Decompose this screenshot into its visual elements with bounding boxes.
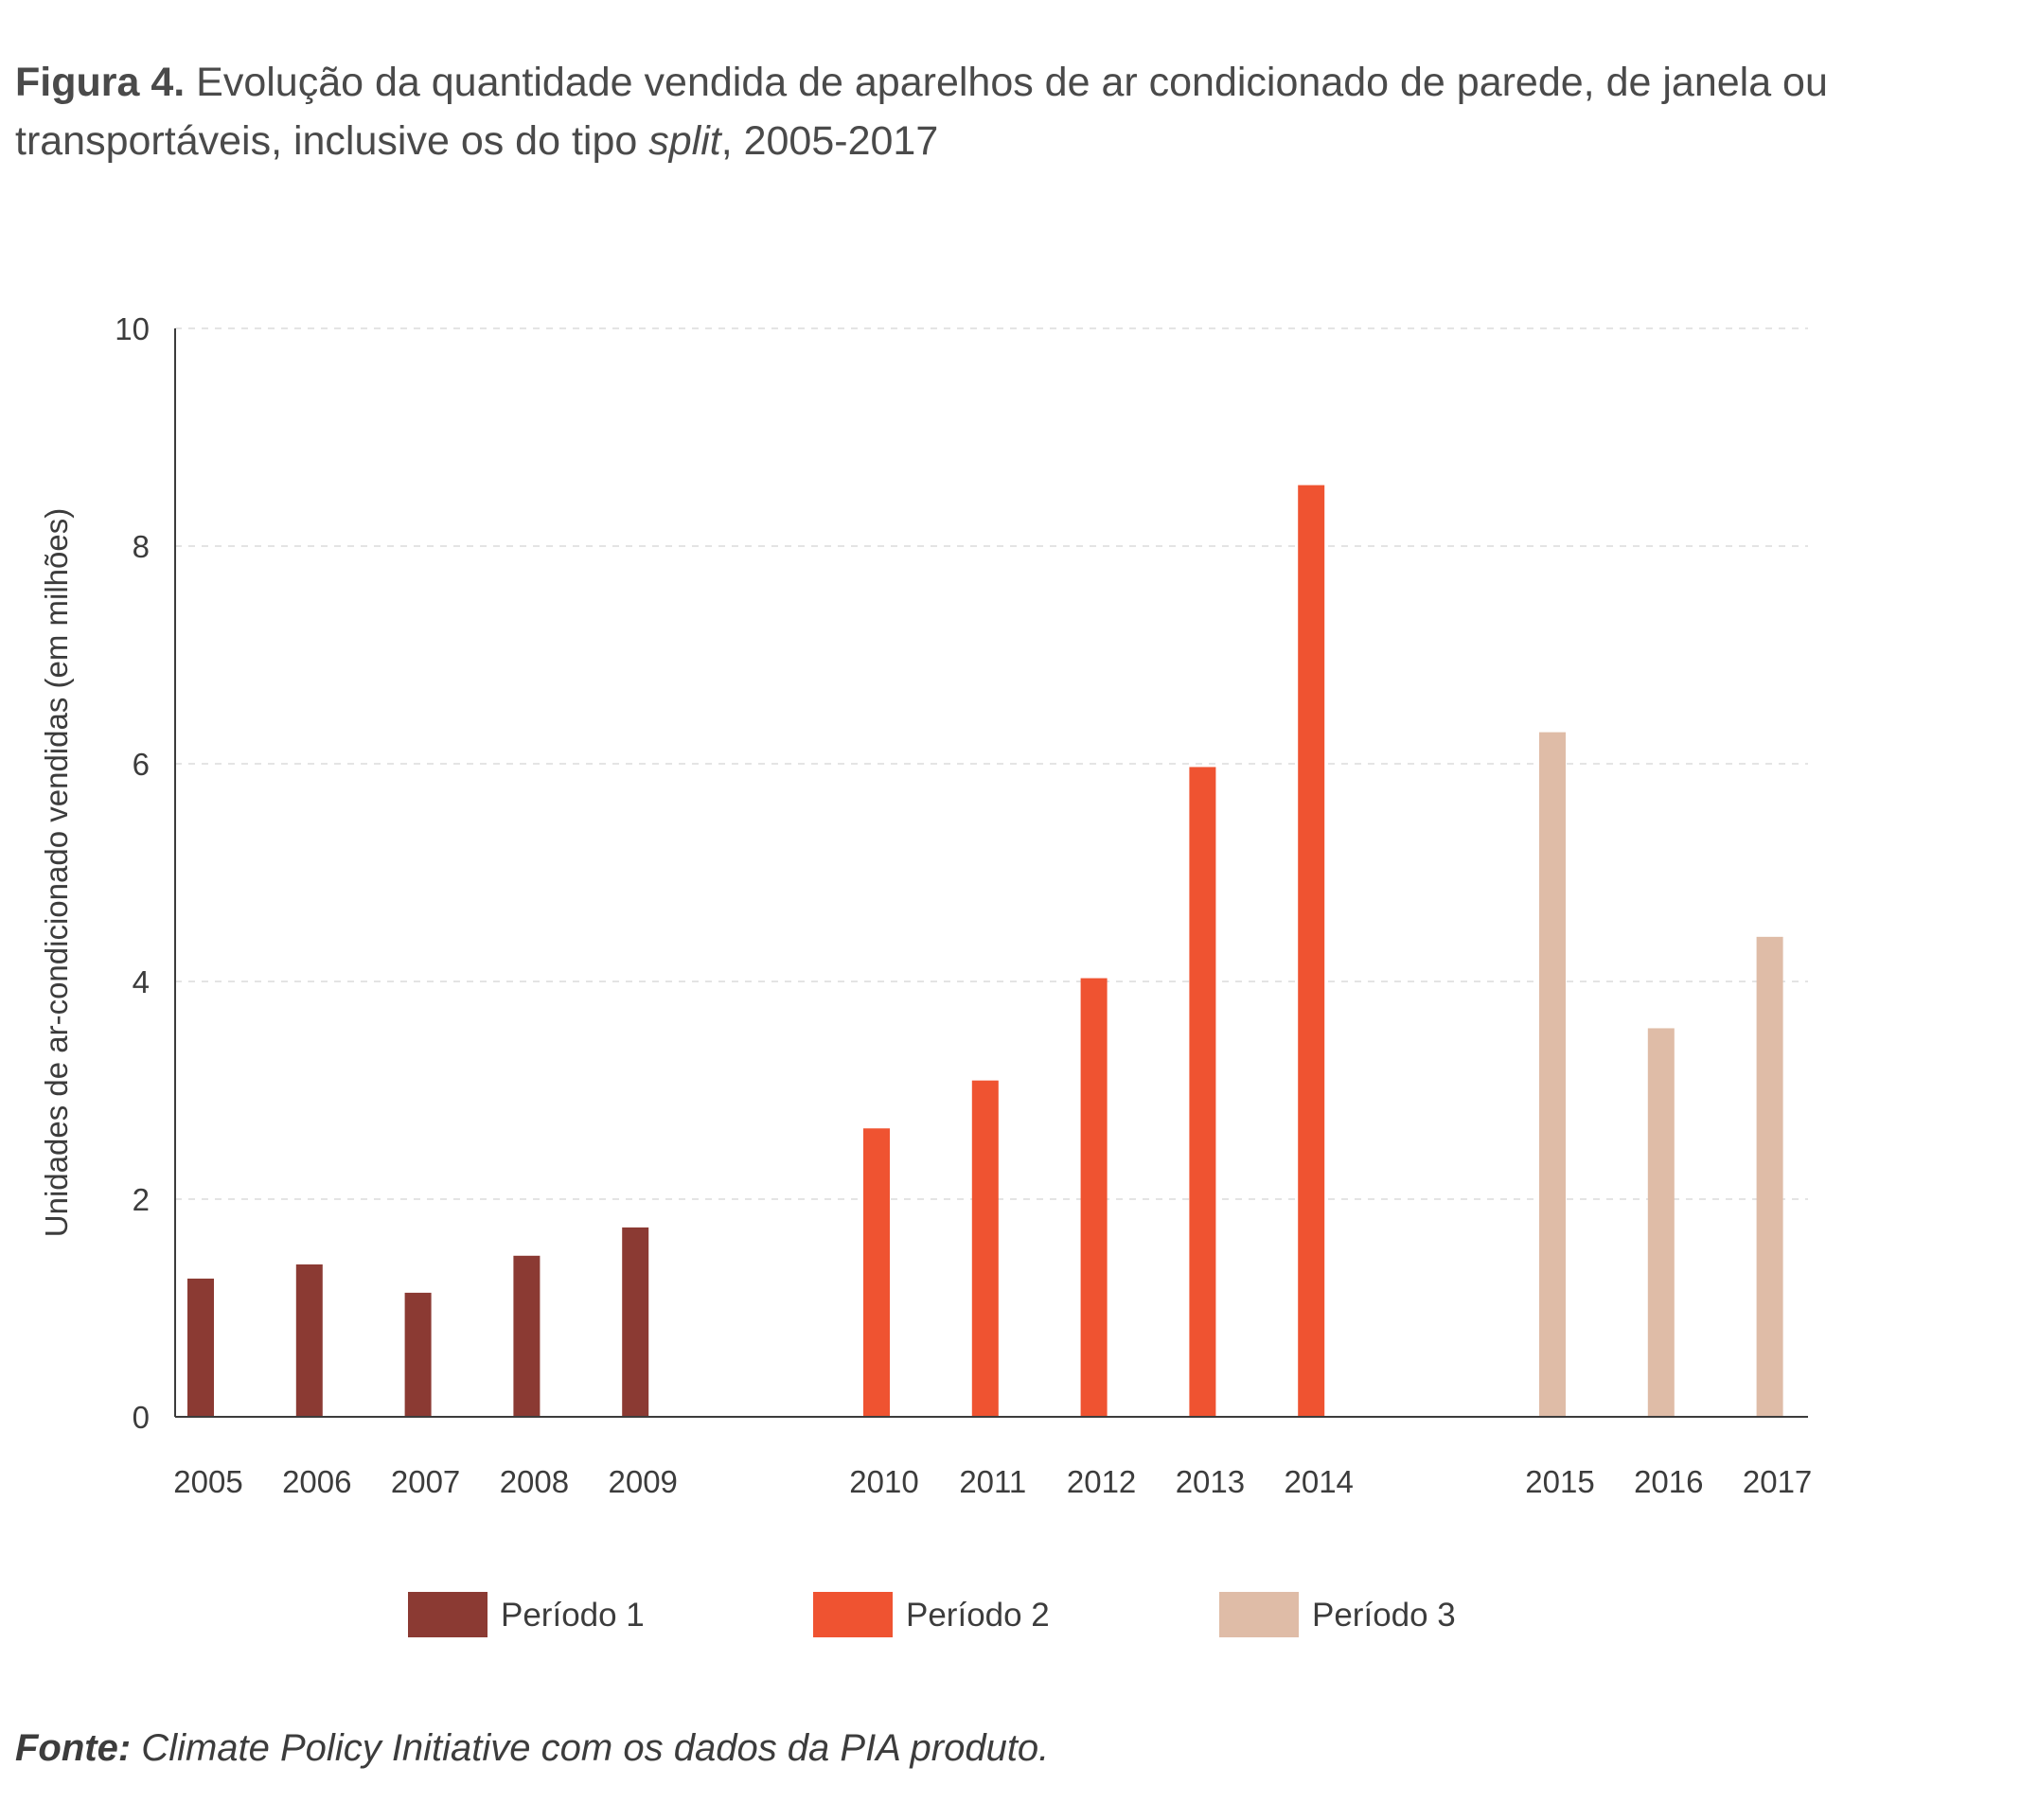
bar-2008: [513, 1255, 541, 1417]
figure-title-text: Evolução da quantidade vendida de aparel…: [15, 60, 1828, 164]
y-tick-label: 6: [133, 747, 150, 782]
x-tick-label: 2006: [282, 1464, 351, 1499]
bar-2012: [1080, 978, 1108, 1417]
legend: Período 1 Período 2 Período 3: [408, 1592, 1456, 1637]
bar-2016: [1647, 1028, 1675, 1417]
y-tick-label: 0: [133, 1400, 150, 1435]
figure-title-italic: split: [648, 118, 721, 164]
y-axis-label: Unidades de ar-condicionado vendidas (em…: [39, 508, 74, 1237]
x-tick-label: 2007: [391, 1464, 460, 1499]
bar-2013: [1189, 767, 1216, 1417]
figure-label: Figura 4.: [15, 60, 186, 105]
bar-2006: [295, 1264, 323, 1417]
source-label: Fonte:: [15, 1727, 132, 1769]
y-tick-label: 2: [133, 1182, 150, 1217]
x-tick-label: 2011: [959, 1464, 1026, 1499]
x-tick-label: 2012: [1067, 1464, 1136, 1499]
figure-title-years: , 2005-2017: [720, 118, 939, 164]
y-tick-label: 8: [133, 529, 150, 564]
source-text: Climate Policy Initiative com os dados d…: [131, 1727, 1050, 1769]
bar-2009: [622, 1227, 649, 1417]
x-axis-ticks: 2005 2006 2007 2008 2009 2010 2011 2012 2013 2014…: [173, 1464, 1812, 1499]
legend-label: Período 3: [1312, 1597, 1456, 1634]
bar-2017: [1756, 936, 1783, 1417]
legend-swatch: [1219, 1592, 1299, 1637]
bar-2014: [1298, 485, 1325, 1417]
x-tick-label: 2013: [1176, 1464, 1245, 1499]
legend-label: Período 2: [906, 1597, 1050, 1634]
bars: [187, 485, 1783, 1417]
legend-swatch: [813, 1592, 893, 1637]
x-tick-label: 2015: [1525, 1464, 1594, 1499]
figure-title: Figura 4. Evolução da quantidade vendida…: [15, 53, 1870, 170]
y-tick-label: 4: [133, 964, 150, 999]
x-tick-label: 2014: [1284, 1464, 1353, 1499]
x-tick-label: 2016: [1634, 1464, 1703, 1499]
bar-2011: [971, 1080, 999, 1417]
x-tick-label: 2008: [500, 1464, 569, 1499]
bar-2015: [1539, 732, 1566, 1417]
bar-2010: [863, 1128, 890, 1417]
legend-label: Período 1: [501, 1597, 645, 1634]
x-tick-label: 2010: [849, 1464, 918, 1499]
legend-swatch: [408, 1592, 488, 1637]
x-tick-label: 2009: [608, 1464, 677, 1499]
bar-2007: [404, 1292, 432, 1417]
x-tick-label: 2017: [1743, 1464, 1812, 1499]
bar-2005: [187, 1278, 214, 1417]
x-tick-label: 2005: [173, 1464, 242, 1499]
y-axis-ticks: 0 2 4 6 8 10: [115, 311, 150, 1435]
y-tick-label: 10: [115, 311, 150, 346]
source-note: Fonte: Climate Policy Initiative com os …: [15, 1727, 1049, 1770]
